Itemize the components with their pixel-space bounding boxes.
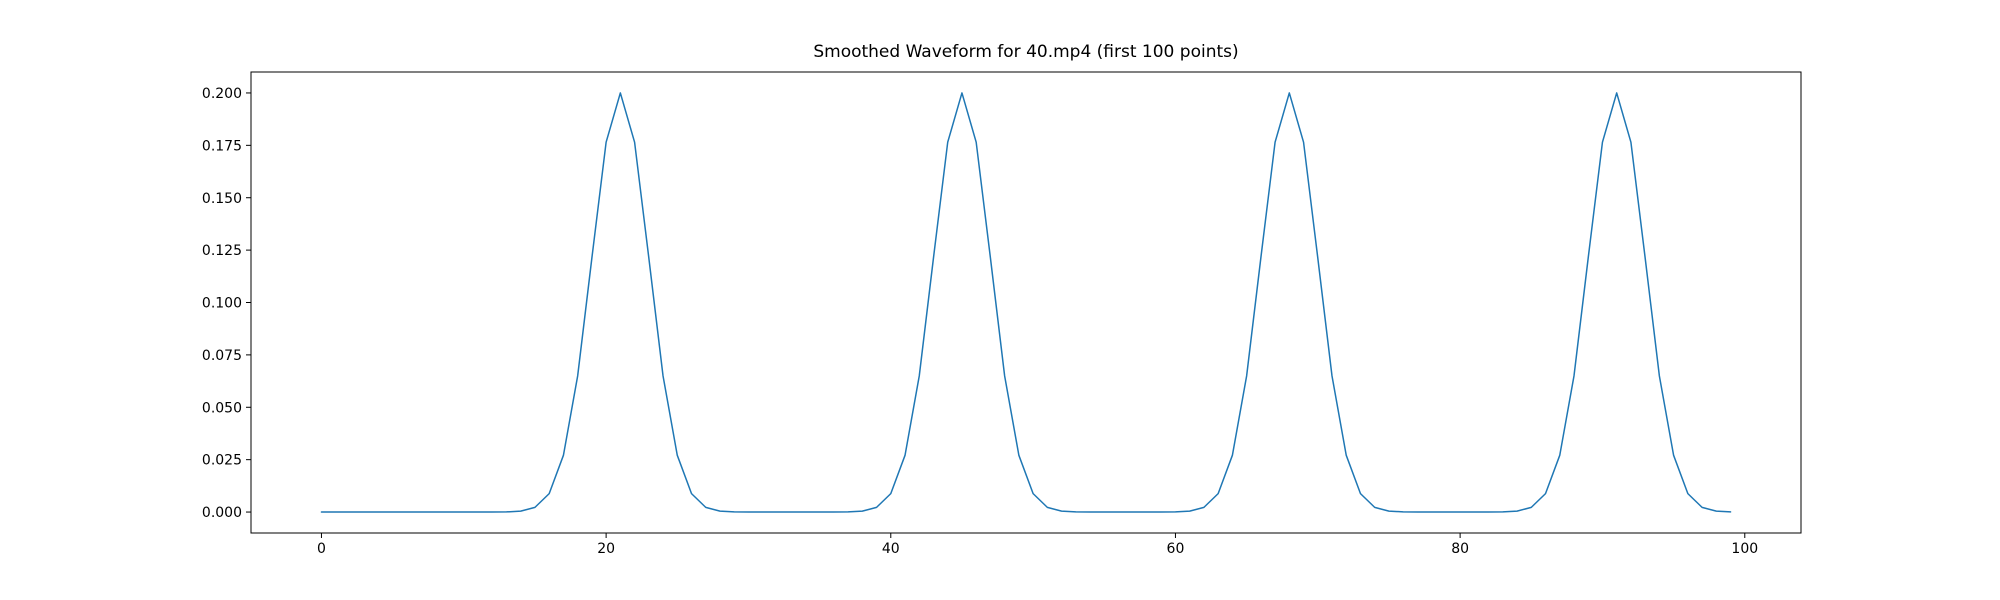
chart-title: Smoothed Waveform for 40.mp4 (first 100 … (813, 42, 1239, 62)
y-tick-label: 0.125 (202, 243, 242, 259)
axes-spines (250, 71, 1802, 534)
y-tick-label: 0.100 (202, 296, 242, 312)
y-tick-label: 0.075 (202, 348, 242, 364)
x-tick-label: 80 (1451, 541, 1469, 557)
y-tick-label: 0.150 (202, 191, 242, 207)
y-tick-label: 0.175 (202, 138, 242, 154)
y-tick-label: 0.000 (202, 505, 242, 521)
x-tick-label: 40 (882, 541, 900, 557)
waveform-series-line (320, 92, 1732, 513)
x-tick-label: 0 (317, 541, 326, 557)
y-tick-label: 0.050 (202, 400, 242, 416)
x-tick-label: 100 (1731, 541, 1758, 557)
x-tick-label: 20 (597, 541, 615, 557)
y-tick-label: 0.200 (202, 86, 242, 102)
x-tick-label: 60 (1167, 541, 1185, 557)
y-tick-label: 0.025 (202, 453, 242, 469)
